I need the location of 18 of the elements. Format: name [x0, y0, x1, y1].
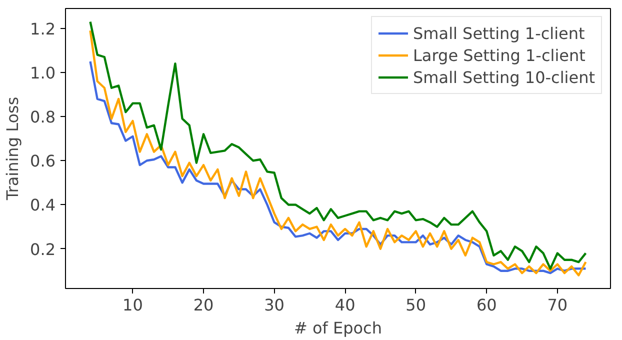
y-tick-label: 0.4: [30, 196, 56, 215]
legend-label: Large Setting 1-client: [413, 46, 586, 64]
y-tick-label: 1.0: [30, 63, 56, 82]
y-tick-label: 1.2: [30, 19, 56, 38]
legend-label: Small Setting 10-client: [413, 68, 595, 86]
x-tick-label: 40: [334, 296, 356, 314]
y-tick-label: 0.6: [30, 152, 56, 171]
legend-label: Small Setting 1-client: [413, 24, 585, 42]
x-tick-label: 10: [122, 296, 143, 314]
y-axis-title: Training Loss: [3, 96, 22, 202]
x-tick-label: 50: [406, 296, 426, 314]
x-tick-label: 30: [264, 296, 284, 314]
x-tick-label: 20: [193, 296, 214, 314]
x-axis-title: # of Epoch: [294, 318, 382, 338]
y-tick-label: 0.8: [30, 108, 56, 127]
y-tick-label: 0.2: [30, 240, 56, 259]
x-tick-label: 70: [547, 296, 568, 314]
x-tick-label: 60: [476, 296, 497, 314]
